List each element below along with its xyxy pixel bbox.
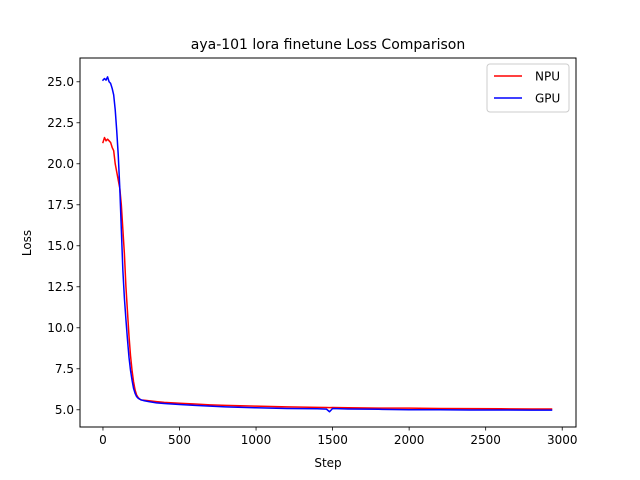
x-tick-label: 2000 xyxy=(394,433,425,447)
plot-area xyxy=(101,76,553,413)
series-line-npu xyxy=(102,136,553,410)
y-tick-label: 25.0 xyxy=(47,75,74,89)
y-tick-label: 20.0 xyxy=(47,157,74,171)
y-tick-label: 5.0 xyxy=(55,403,74,417)
x-axis: 0 500 1000 1500 2000 2500 3000 xyxy=(99,427,577,447)
y-tick-label: 12.5 xyxy=(47,280,74,294)
chart-title: aya-101 lora finetune Loss Comparison xyxy=(191,37,466,53)
legend: NPU GPU xyxy=(486,63,570,113)
y-tick-label: 17.5 xyxy=(47,198,74,212)
y-tick-label: 15.0 xyxy=(47,239,74,253)
x-tick-label: 1500 xyxy=(317,433,348,447)
x-tick-label: 1000 xyxy=(241,433,272,447)
legend-label-gpu: GPU xyxy=(535,91,560,105)
y-tick-label: 22.5 xyxy=(47,116,74,130)
x-tick-label: 2500 xyxy=(470,433,501,447)
x-tick-label: 3000 xyxy=(547,433,578,447)
y-axis: 5.0 7.5 10.0 12.5 15.0 17.5 20.0 22.5 25.0 xyxy=(47,75,80,417)
y-tick-label: 10.0 xyxy=(47,321,74,335)
y-tick-label: 7.5 xyxy=(55,362,74,376)
series-line-gpu xyxy=(101,76,553,413)
x-tick-label: 500 xyxy=(168,433,191,447)
axes-frame xyxy=(79,57,577,428)
y-axis-label: Loss xyxy=(20,230,34,256)
x-axis-label: Step xyxy=(314,456,341,470)
x-tick-label: 0 xyxy=(99,433,107,447)
legend-label-npu: NPU xyxy=(535,69,560,83)
